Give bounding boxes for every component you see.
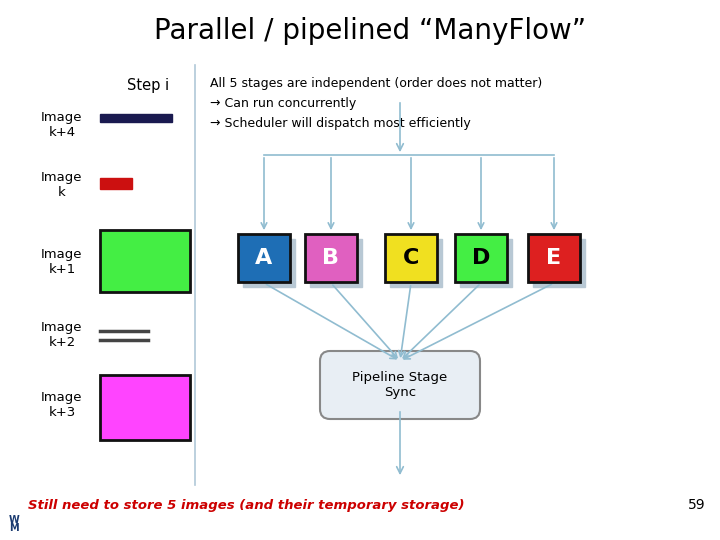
Text: C: C bbox=[402, 248, 419, 268]
Text: Image
k+2: Image k+2 bbox=[41, 321, 83, 349]
Text: B: B bbox=[323, 248, 340, 268]
Text: E: E bbox=[546, 248, 562, 268]
Bar bbox=[100, 375, 190, 440]
Text: A: A bbox=[256, 248, 273, 268]
Bar bbox=[238, 234, 290, 282]
Text: Step i: Step i bbox=[127, 78, 169, 93]
Bar bbox=[305, 234, 357, 282]
Bar bbox=[533, 239, 585, 287]
Text: Image
k+1: Image k+1 bbox=[41, 248, 83, 276]
Text: M: M bbox=[9, 523, 19, 533]
Bar bbox=[455, 234, 507, 282]
Text: Pipeline Stage
Sync: Pipeline Stage Sync bbox=[352, 371, 448, 399]
Bar bbox=[385, 234, 437, 282]
Bar bbox=[100, 114, 172, 122]
Bar bbox=[310, 239, 362, 287]
Bar bbox=[528, 234, 580, 282]
Bar bbox=[460, 239, 512, 287]
Text: Still need to store 5 images (and their temporary storage): Still need to store 5 images (and their … bbox=[28, 498, 464, 511]
Text: Image
k+4: Image k+4 bbox=[41, 111, 83, 139]
Bar bbox=[100, 178, 132, 189]
Text: Image
k: Image k bbox=[41, 171, 83, 199]
Bar bbox=[390, 239, 442, 287]
Text: Image
k+3: Image k+3 bbox=[41, 391, 83, 419]
Text: 59: 59 bbox=[688, 498, 706, 512]
Text: All 5 stages are independent (order does not matter)
→ Can run concurrently
→ Sc: All 5 stages are independent (order does… bbox=[210, 77, 542, 130]
Bar bbox=[100, 230, 190, 292]
Text: D: D bbox=[472, 248, 490, 268]
Text: W: W bbox=[9, 515, 19, 525]
Bar bbox=[243, 239, 295, 287]
Text: Parallel / pipelined “ManyFlow”: Parallel / pipelined “ManyFlow” bbox=[154, 17, 586, 45]
FancyBboxPatch shape bbox=[320, 351, 480, 419]
